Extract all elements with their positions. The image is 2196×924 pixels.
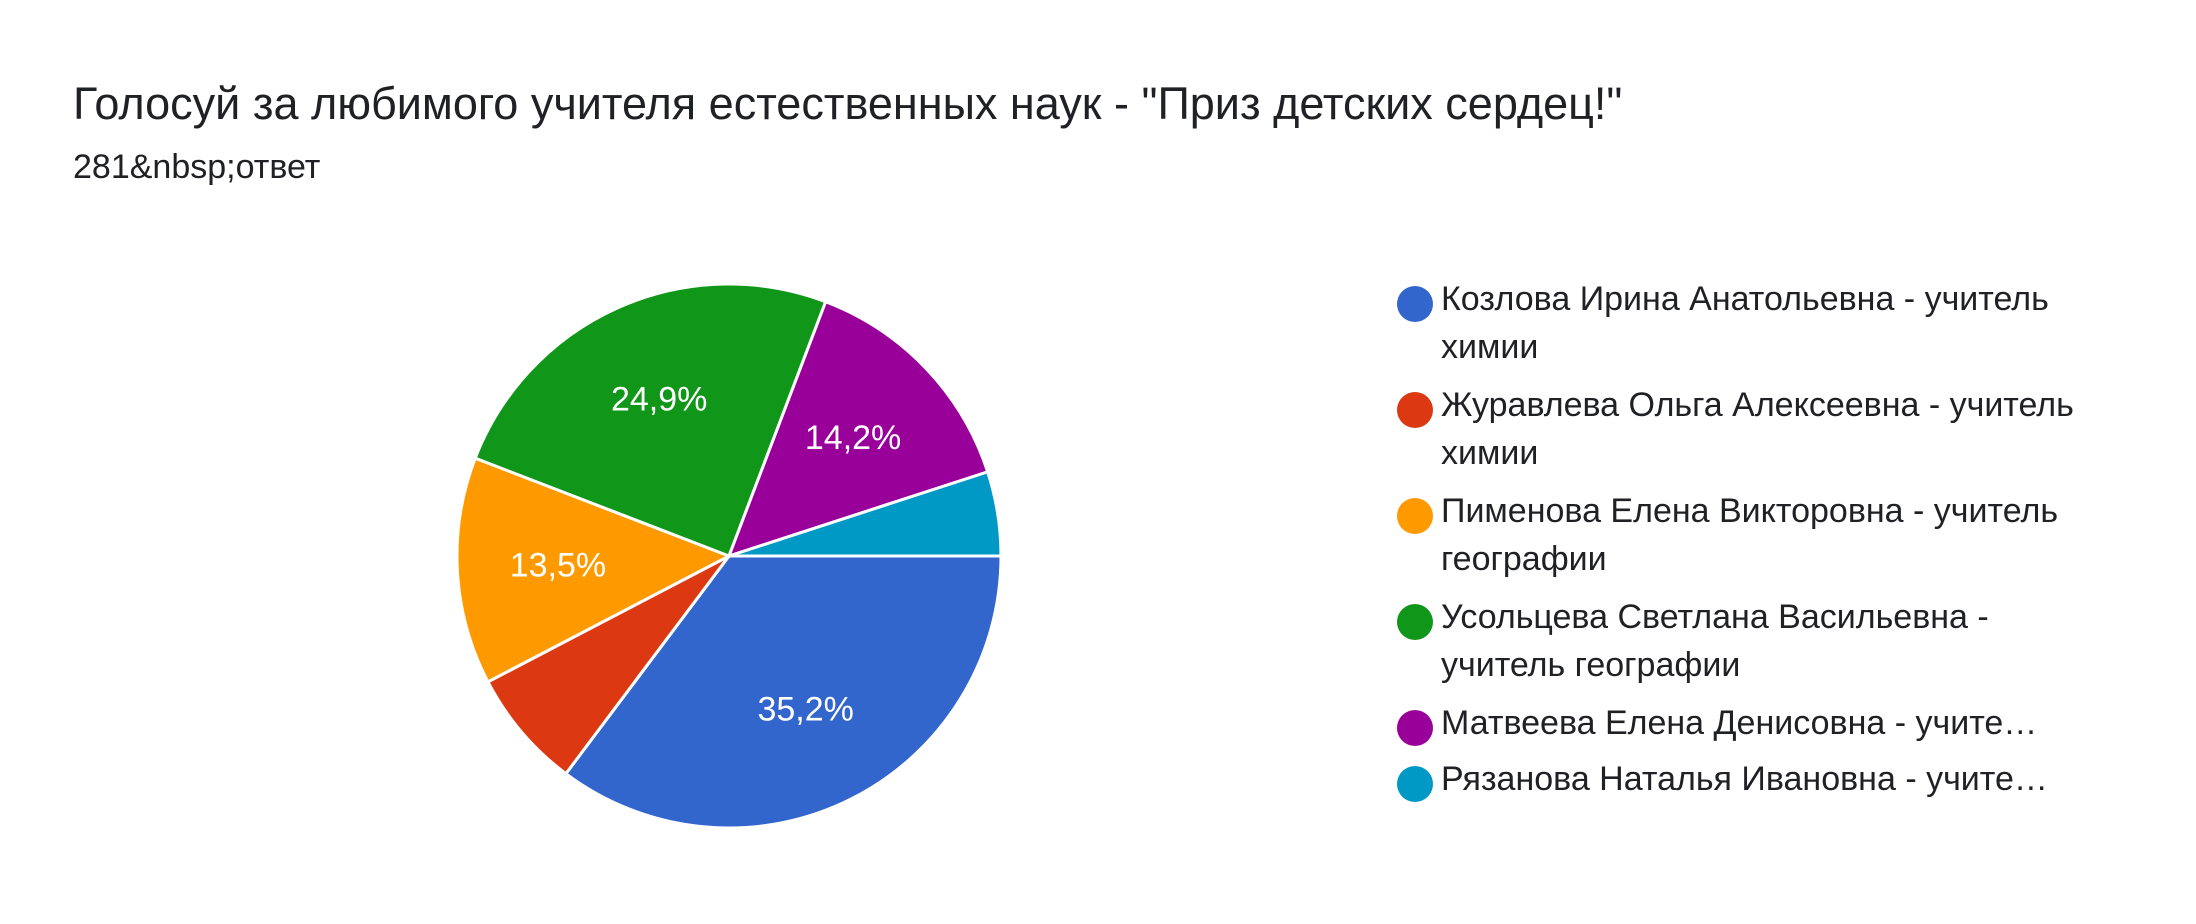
legend-color-dot xyxy=(1397,286,1433,322)
legend-item[interactable]: Козлова Ирина Анатольевна - учитель хими… xyxy=(1395,275,2125,371)
legend-color-dot xyxy=(1397,604,1433,640)
pie-slice[interactable] xyxy=(473,282,828,558)
legend-item[interactable]: Рязанова Наталья Ивановна - учите… xyxy=(1395,755,2125,803)
pie-slice[interactable] xyxy=(485,554,731,776)
legend-label: Усольцева Светлана Васильевна - учитель … xyxy=(1441,598,1989,684)
legend-label: Рязанова Наталья Ивановна - учите… xyxy=(1441,760,2048,798)
response-count: 281&nbsp;ответ xyxy=(73,148,321,186)
slice-label: 13,5% xyxy=(510,547,606,585)
slice-label: 14,2% xyxy=(805,419,901,457)
pie-slice[interactable] xyxy=(563,554,1003,830)
legend-color-dot xyxy=(1397,392,1433,428)
legend-color-dot xyxy=(1397,710,1433,746)
legend-color-dot xyxy=(1397,766,1433,802)
chart-title: Голосуй за любимого учителя естественных… xyxy=(73,78,1623,129)
legend-label: Пименова Елена Викторовна - учитель геог… xyxy=(1441,492,2059,578)
legend-color-dot xyxy=(1397,498,1433,534)
chart-legend: Козлова Ирина Анатольевна - учитель хими… xyxy=(1395,275,2125,803)
slice-label: 35,2% xyxy=(757,690,853,728)
legend-label: Журавлева Ольга Алексеевна - учитель хим… xyxy=(1441,386,2074,472)
legend-item[interactable]: Пименова Елена Викторовна - учитель геог… xyxy=(1395,487,2125,583)
pie-slice[interactable] xyxy=(728,469,1003,558)
legend-item[interactable]: Журавлева Ольга Алексеевна - учитель хим… xyxy=(1395,381,2125,477)
slice-label: 24,9% xyxy=(611,381,707,419)
pie-chart: 35,2% 13,5% 24,9% 14,2% xyxy=(455,282,1003,830)
legend-item[interactable]: Матвеева Елена Денисовна - учите… xyxy=(1395,699,2125,747)
legend-item[interactable]: Усольцева Светлана Васильевна - учитель … xyxy=(1395,593,2125,689)
pie-slice[interactable] xyxy=(455,456,733,684)
legend-label: Матвеева Елена Денисовна - учите… xyxy=(1441,704,2038,742)
legend-label: Козлова Ирина Анатольевна - учитель хими… xyxy=(1441,280,2049,366)
